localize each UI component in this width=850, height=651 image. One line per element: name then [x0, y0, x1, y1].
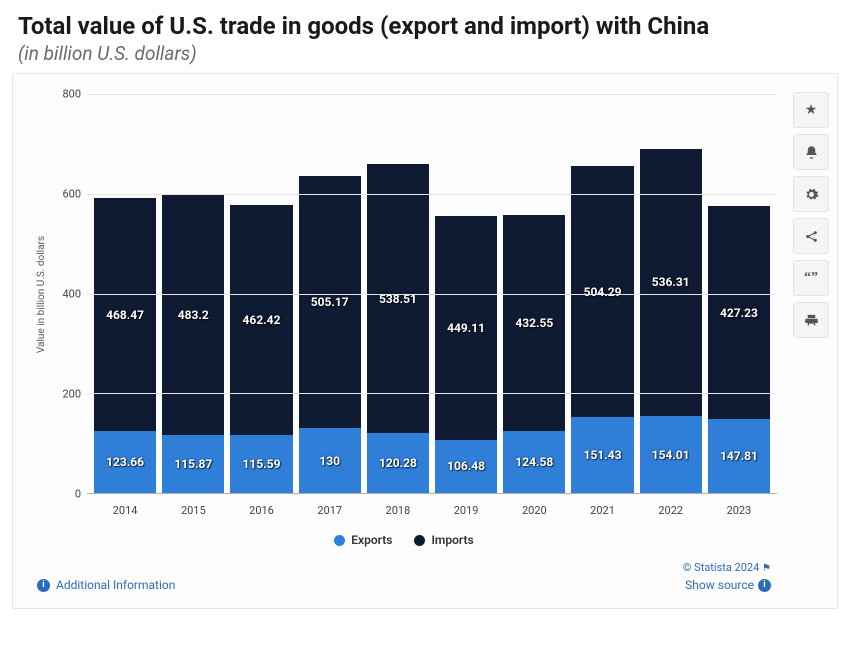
- x-tick-label: 2019: [432, 494, 500, 517]
- bar-segment-imports[interactable]: 427.23: [708, 206, 770, 419]
- bar-value-label: 130: [319, 454, 340, 468]
- y-tick-label: 800: [62, 88, 81, 101]
- bar-value-label: 449.11: [447, 321, 485, 335]
- side-toolbar: ★ “”: [793, 92, 829, 338]
- info-icon: i: [37, 579, 50, 592]
- x-tick-label: 2018: [364, 494, 432, 517]
- bar-value-label: 427.23: [720, 306, 758, 320]
- show-source-link[interactable]: Show source i: [685, 578, 771, 592]
- bar-segment-imports[interactable]: 449.11: [435, 216, 497, 440]
- y-axis-label: Value in billion U.S. dollars: [37, 235, 48, 352]
- bar-value-label: 123.66: [106, 455, 144, 469]
- legend-swatch: [414, 535, 425, 546]
- bar-segment-exports[interactable]: 147.81: [708, 419, 770, 493]
- bar-segment-exports[interactable]: 115.87: [162, 435, 224, 493]
- page-title: Total value of U.S. trade in goods (expo…: [8, 8, 842, 42]
- bar-value-label: 462.42: [243, 313, 281, 327]
- chart-footer: i Additional Information © Statista 2024…: [31, 551, 777, 594]
- bar-value-label: 468.47: [106, 308, 144, 322]
- bar-value-label: 483.2: [178, 308, 209, 322]
- x-tick-label: 2015: [159, 494, 227, 517]
- bar-value-label: 120.28: [379, 456, 417, 470]
- additional-info-link[interactable]: i Additional Information: [37, 578, 175, 592]
- bar-value-label: 505.17: [311, 295, 349, 309]
- y-tick-label: 400: [62, 288, 81, 301]
- chart-area: Value in billion U.S. dollars 0200400600…: [31, 94, 777, 494]
- plot-area: 468.47 123.66 483.2 115.87 462.42 115.59 505.1…: [87, 94, 777, 494]
- star-icon[interactable]: ★: [793, 92, 829, 128]
- bar-segment-exports[interactable]: 120.28: [367, 433, 429, 493]
- legend: Exports Imports: [31, 517, 777, 551]
- bar-segment-exports[interactable]: 130: [299, 428, 361, 493]
- grid-line: [87, 194, 777, 195]
- bar-segment-imports[interactable]: 536.31: [640, 149, 702, 416]
- legend-item[interactable]: Exports: [334, 533, 392, 547]
- y-tick-label: 600: [62, 188, 81, 201]
- x-axis: 2014201520162017201820192020202120222023: [87, 494, 777, 517]
- y-axis: 0200400600800: [53, 94, 87, 494]
- page-subtitle: (in billion U.S. dollars): [8, 42, 842, 73]
- legend-item[interactable]: Imports: [414, 533, 473, 547]
- bar-value-label: 151.43: [584, 448, 622, 462]
- grid-line: [87, 294, 777, 295]
- bar-segment-imports[interactable]: 468.47: [94, 198, 156, 432]
- bar-segment-exports[interactable]: 154.01: [640, 416, 702, 493]
- bar-segment-exports[interactable]: 151.43: [571, 417, 633, 493]
- grid-line: [87, 94, 777, 95]
- y-tick-label: 200: [62, 388, 81, 401]
- x-tick-label: 2014: [91, 494, 159, 517]
- bar-value-label: 147.81: [720, 449, 758, 463]
- bar-value-label: 115.59: [243, 457, 281, 471]
- bar-segment-exports[interactable]: 123.66: [94, 431, 156, 493]
- bar-segment-exports[interactable]: 124.58: [503, 431, 565, 493]
- bar-segment-exports[interactable]: 115.59: [230, 435, 292, 493]
- x-tick-label: 2022: [637, 494, 705, 517]
- bar-segment-imports[interactable]: 483.2: [162, 194, 224, 435]
- chart-card: Value in billion U.S. dollars 0 200 400 600…: [12, 73, 838, 609]
- share-icon[interactable]: [793, 218, 829, 254]
- y-tick-label: 0: [75, 488, 81, 501]
- bell-icon[interactable]: [793, 134, 829, 170]
- flag-icon: ⚑: [762, 563, 771, 574]
- x-tick-label: 2021: [568, 494, 636, 517]
- gear-icon[interactable]: [793, 176, 829, 212]
- grid-line: [87, 393, 777, 394]
- bar-value-label: 115.87: [174, 457, 212, 471]
- legend-label: Exports: [351, 533, 392, 547]
- x-tick-label: 2017: [296, 494, 364, 517]
- legend-swatch: [334, 535, 345, 546]
- copyright-text: © Statista 2024 ⚑: [683, 561, 771, 574]
- bar-segment-exports[interactable]: 106.48: [435, 440, 497, 493]
- x-tick-label: 2020: [500, 494, 568, 517]
- info-icon: i: [758, 579, 771, 592]
- bar-value-label: 432.55: [515, 316, 553, 330]
- bar-segment-imports[interactable]: 462.42: [230, 205, 292, 436]
- bar-segment-imports[interactable]: 432.55: [503, 215, 565, 431]
- bar-value-label: 124.58: [515, 455, 553, 469]
- print-icon[interactable]: [793, 302, 829, 338]
- bar-value-label: 504.29: [584, 285, 622, 299]
- legend-label: Imports: [431, 533, 473, 547]
- bar-segment-imports[interactable]: 505.17: [299, 176, 361, 428]
- bar-value-label: 106.48: [447, 459, 485, 473]
- bar-segment-imports[interactable]: 504.29: [571, 166, 633, 418]
- bar-value-label: 536.31: [652, 275, 690, 289]
- x-tick-label: 2016: [227, 494, 295, 517]
- bar-value-label: 154.01: [652, 448, 690, 462]
- quote-icon[interactable]: “”: [793, 260, 829, 296]
- x-tick-label: 2023: [705, 494, 773, 517]
